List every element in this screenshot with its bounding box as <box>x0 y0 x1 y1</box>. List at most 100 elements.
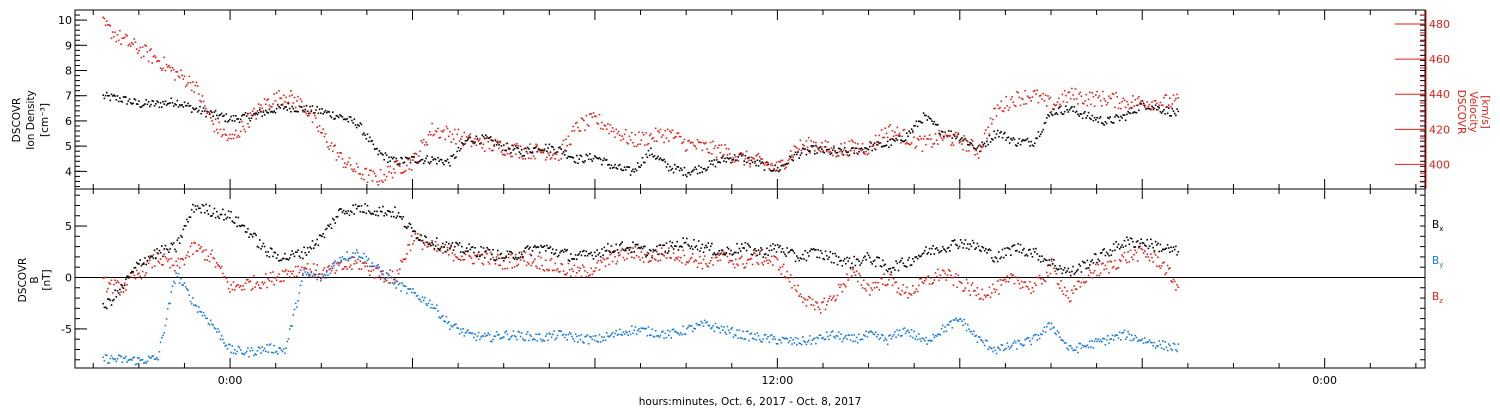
density-point <box>431 156 433 158</box>
by-point <box>127 359 130 361</box>
velocity-point <box>445 125 448 128</box>
bz-point <box>770 255 773 258</box>
bx-point <box>436 237 438 239</box>
velocity-point <box>871 145 873 148</box>
velocity-point <box>1053 103 1055 106</box>
bz-point <box>126 284 128 286</box>
by-point <box>314 274 316 277</box>
density-point <box>916 125 919 128</box>
by-point <box>186 288 188 290</box>
by-point <box>586 334 589 336</box>
bx-point <box>1135 241 1138 243</box>
velocity-point <box>111 31 114 33</box>
density-point <box>831 149 834 151</box>
velocity-point <box>651 138 653 140</box>
velocity-point <box>825 150 828 153</box>
by-point <box>848 334 851 336</box>
bx-point <box>267 251 269 253</box>
bz-point <box>853 271 855 274</box>
velocity-point <box>281 103 284 105</box>
by-point <box>1128 333 1131 335</box>
density-point <box>343 118 346 120</box>
velocity-point <box>200 101 202 103</box>
bx-point <box>708 249 711 251</box>
density-point <box>544 143 547 146</box>
bx-point <box>1152 246 1154 249</box>
bx-point <box>390 215 393 218</box>
by-point <box>520 332 523 334</box>
bz-point <box>565 274 567 276</box>
density-point <box>383 158 385 161</box>
bx-point <box>129 272 132 274</box>
density-point <box>369 136 371 139</box>
bx-point <box>321 235 323 238</box>
by-point <box>351 255 353 258</box>
bx-point <box>635 243 638 246</box>
by-point <box>285 347 287 349</box>
velocity-point <box>1112 93 1115 95</box>
bx-point <box>109 299 112 302</box>
by-point <box>912 336 914 339</box>
bx-point <box>408 222 411 225</box>
velocity-point <box>940 137 943 139</box>
bx-point <box>308 251 310 253</box>
bx-point <box>425 236 427 239</box>
bz-point <box>1008 277 1011 280</box>
by-point <box>751 337 754 340</box>
bz-point <box>519 259 522 261</box>
bz-point <box>369 274 371 277</box>
by-point <box>745 330 748 333</box>
bz-point <box>831 297 834 299</box>
density-point <box>727 158 730 160</box>
velocity-point <box>1001 110 1004 112</box>
velocity-point <box>230 137 232 140</box>
velocity-point <box>1147 105 1150 108</box>
velocity-point <box>732 157 735 159</box>
velocity-point <box>1136 97 1139 100</box>
velocity-point <box>182 78 185 80</box>
bx-point <box>178 242 181 244</box>
density-point <box>129 102 132 104</box>
bz-point <box>322 269 324 271</box>
velocity-point <box>718 144 720 147</box>
bx-point <box>1041 255 1043 257</box>
by-point <box>797 337 799 340</box>
bx-point <box>449 247 451 249</box>
by-point <box>227 343 230 346</box>
velocity-point <box>480 142 482 145</box>
bz-point <box>693 261 695 263</box>
by-point <box>658 336 661 338</box>
bz-point <box>601 261 603 264</box>
by-point <box>357 251 359 254</box>
by-point <box>139 359 141 361</box>
bx-point <box>479 255 481 258</box>
bz-point <box>842 282 845 285</box>
density-point <box>184 104 187 107</box>
density-point <box>1046 117 1048 119</box>
bx-point <box>158 249 161 252</box>
by-point <box>208 323 211 326</box>
density-point <box>104 94 107 97</box>
by-point <box>159 341 162 344</box>
by-point <box>413 292 415 294</box>
density-point <box>694 166 696 169</box>
bx-point <box>244 231 247 233</box>
velocity-point <box>1096 90 1098 93</box>
bz-point <box>824 308 827 311</box>
by-point <box>870 330 872 332</box>
density-point <box>1037 131 1040 133</box>
velocity-point <box>1116 96 1119 98</box>
by-point <box>872 333 875 335</box>
bz-point <box>950 274 952 277</box>
velocity-point <box>128 43 131 45</box>
bx-point <box>335 216 338 218</box>
density-point <box>564 154 566 156</box>
velocity-point <box>186 84 188 86</box>
bx-point <box>733 251 736 254</box>
bz-point <box>220 265 223 268</box>
bz-point <box>495 256 498 258</box>
by-point <box>623 333 626 335</box>
density-point <box>1138 109 1140 112</box>
density-point <box>1132 112 1134 114</box>
bz-point <box>189 245 192 248</box>
